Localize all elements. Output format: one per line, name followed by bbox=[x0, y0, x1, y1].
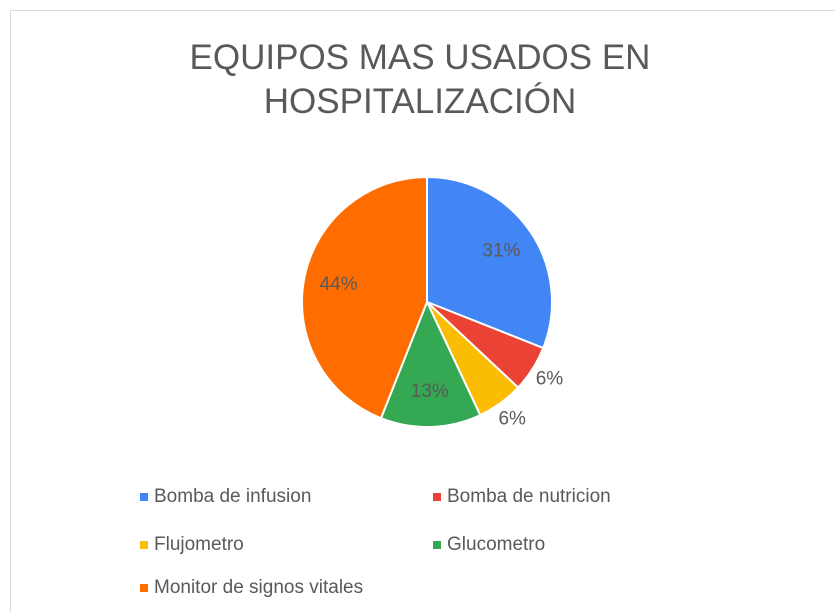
pie-slice bbox=[301, 175, 428, 420]
data-label: 6% bbox=[536, 369, 564, 390]
legend-marker bbox=[433, 541, 441, 549]
legend-label: Monitor de signos vitales bbox=[154, 577, 363, 598]
legend-label: Glucometro bbox=[447, 534, 545, 555]
chart-title: EQUIPOS MAS USADOS EN HOSPITALIZACIÓN bbox=[189, 38, 651, 121]
legend-label: Flujometro bbox=[154, 534, 244, 555]
chart-border bbox=[10, 10, 835, 612]
data-label: 13% bbox=[411, 381, 449, 402]
legend-label: Bomba de infusion bbox=[154, 486, 311, 507]
data-label: 44% bbox=[320, 274, 358, 295]
pie-slice bbox=[426, 175, 553, 350]
legend-marker bbox=[140, 541, 148, 549]
data-label: 6% bbox=[498, 408, 526, 429]
legend-marker bbox=[140, 584, 148, 592]
legend-marker bbox=[140, 493, 148, 501]
legend-label: Bomba de nutricion bbox=[447, 486, 611, 507]
legend-marker bbox=[433, 493, 441, 501]
data-label: 31% bbox=[482, 240, 520, 261]
pie-slice bbox=[379, 299, 482, 428]
